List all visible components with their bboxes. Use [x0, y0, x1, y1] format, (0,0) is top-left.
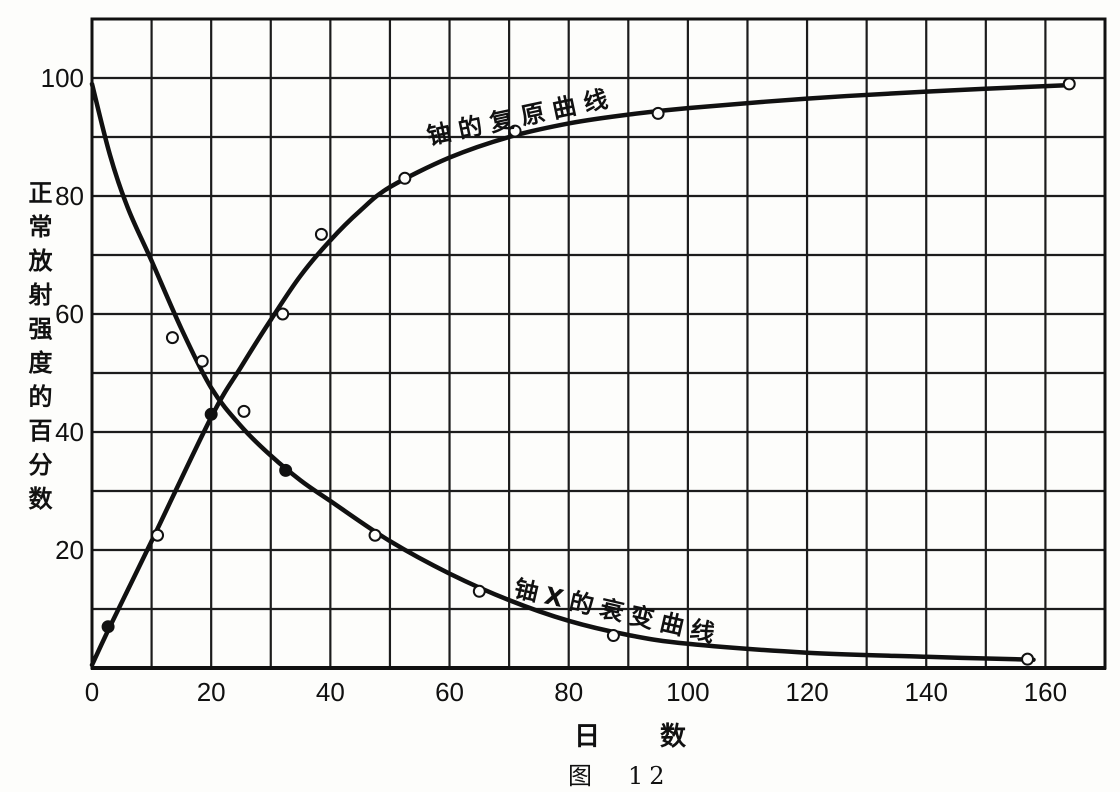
y-tick-label: 60	[55, 299, 84, 329]
data-point	[508, 124, 522, 138]
data-point	[606, 629, 620, 643]
x-tick-label: 140	[905, 677, 948, 707]
decay-curve	[89, 81, 1036, 662]
data-point	[165, 331, 179, 345]
x-tick-label: 40	[316, 677, 345, 707]
y-tick-label: 80	[55, 181, 84, 211]
x-tick-labels: 0 20 40 60 80 100 120 140 160	[85, 677, 1067, 707]
x-tick-label: 20	[197, 677, 226, 707]
x-tick-label: 100	[666, 677, 709, 707]
curves	[89, 81, 1072, 668]
recovery-curve	[89, 82, 1072, 668]
x-tick-label: 160	[1024, 677, 1067, 707]
figure-caption: 图 12	[568, 762, 671, 790]
x-tick-label: 60	[435, 677, 464, 707]
data-point	[1021, 652, 1035, 666]
data-point	[314, 227, 328, 241]
plot-frame-group	[90, 17, 1107, 670]
x-axis-label: 日 数	[574, 722, 703, 752]
data-point	[204, 407, 218, 421]
x-tick-label: 0	[85, 677, 99, 707]
y-tick-labels: 20 40 60 80 100	[41, 63, 84, 565]
data-point	[398, 171, 412, 185]
data-point	[472, 584, 486, 598]
grid	[92, 19, 1105, 668]
data-point	[1062, 77, 1076, 91]
data-points	[101, 77, 1076, 666]
y-tick-label: 100	[41, 63, 84, 93]
data-point	[276, 307, 290, 321]
data-point	[279, 463, 293, 477]
data-point	[651, 106, 665, 120]
data-point	[195, 354, 209, 368]
y-tick-label: 20	[55, 535, 84, 565]
series-label-recovery: 铀的复原曲线	[424, 83, 618, 150]
x-tick-label: 80	[554, 677, 583, 707]
y-axis-label: 正常放射强度的百分数	[24, 180, 52, 520]
data-point	[101, 620, 115, 634]
data-point	[151, 528, 165, 542]
y-tick-label: 40	[55, 417, 84, 447]
data-point	[368, 528, 382, 542]
data-point	[237, 404, 251, 418]
x-tick-label: 120	[785, 677, 828, 707]
